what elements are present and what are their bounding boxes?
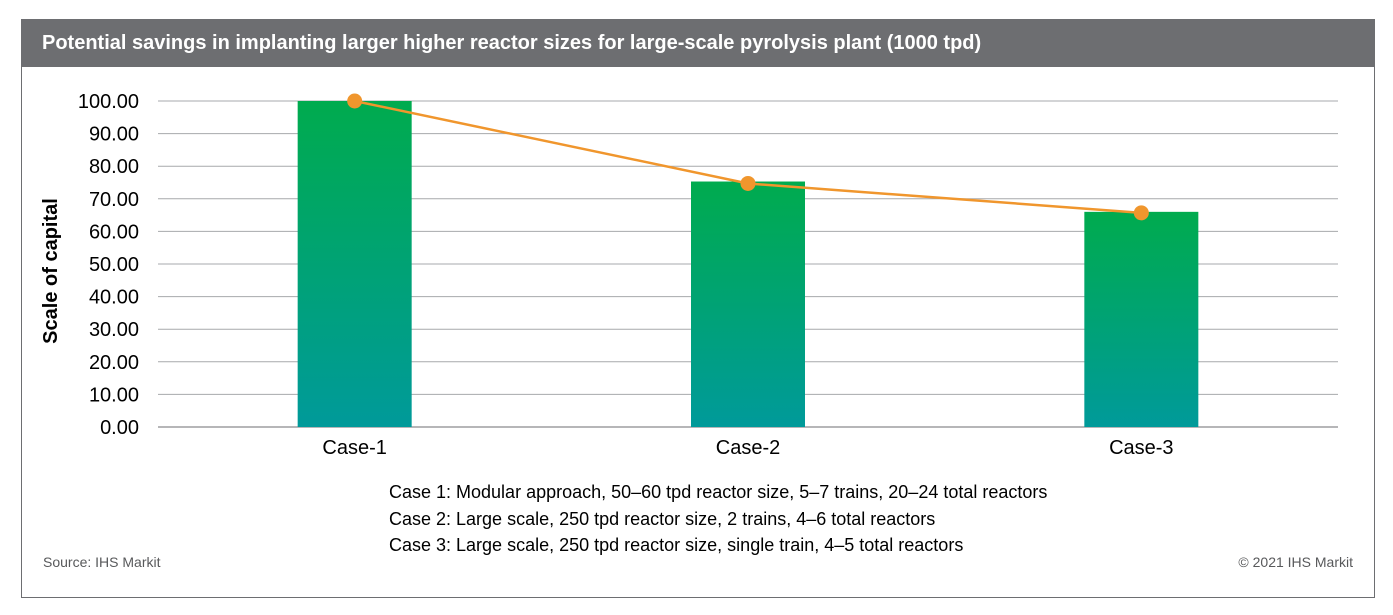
x-tick-label: Case-1 <box>322 437 386 459</box>
x-tick-label: Case-3 <box>1109 437 1173 459</box>
y-tick-label: 60.00 <box>89 221 139 243</box>
y-tick-label: 70.00 <box>89 189 139 211</box>
line-marker-case-2 <box>740 175 756 191</box>
note-case-3: Case 3: Large scale, 250 tpd reactor siz… <box>389 535 964 555</box>
bar-case-1 <box>297 101 412 427</box>
bar-case-2 <box>691 181 805 427</box>
note-case-2: Case 2: Large scale, 250 tpd reactor siz… <box>389 508 936 529</box>
bar-case-3 <box>1084 211 1199 427</box>
source-note: Source: IHS Markit <box>43 554 161 570</box>
y-tick-label: 30.00 <box>89 319 139 341</box>
y-tick-label: 90.00 <box>89 124 139 146</box>
line-marker-case-3 <box>1133 205 1149 221</box>
y-tick-label: 0.00 <box>100 417 139 439</box>
y-tick-label: 100.00 <box>78 91 139 113</box>
y-tick-label: 40.00 <box>89 287 139 309</box>
y-tick-label: 10.00 <box>89 384 139 406</box>
chart-frame: Potential savings in implanting larger h… <box>21 19 1375 598</box>
chart-title: Potential savings in implanting larger h… <box>22 20 1374 67</box>
case-notes: Case 1: Modular approach, 50–60 tpd reac… <box>389 479 1047 559</box>
copyright-note: © 2021 IHS Markit <box>1238 554 1353 570</box>
y-tick-label: 20.00 <box>89 352 139 374</box>
y-tick-label: 50.00 <box>89 254 139 276</box>
chart-plot: 0.00 10.00 20.00 30.00 40.00 50.00 60.00 70.00 8… <box>40 91 1338 459</box>
note-case-1: Case 1: Modular approach, 50–60 tpd reac… <box>389 482 1048 502</box>
y-tick-label: 80.00 <box>89 156 139 178</box>
x-tick-label: Case-2 <box>716 437 780 459</box>
y-axis-label: Scale of capital <box>40 198 62 344</box>
line-marker-case-1 <box>347 93 363 109</box>
